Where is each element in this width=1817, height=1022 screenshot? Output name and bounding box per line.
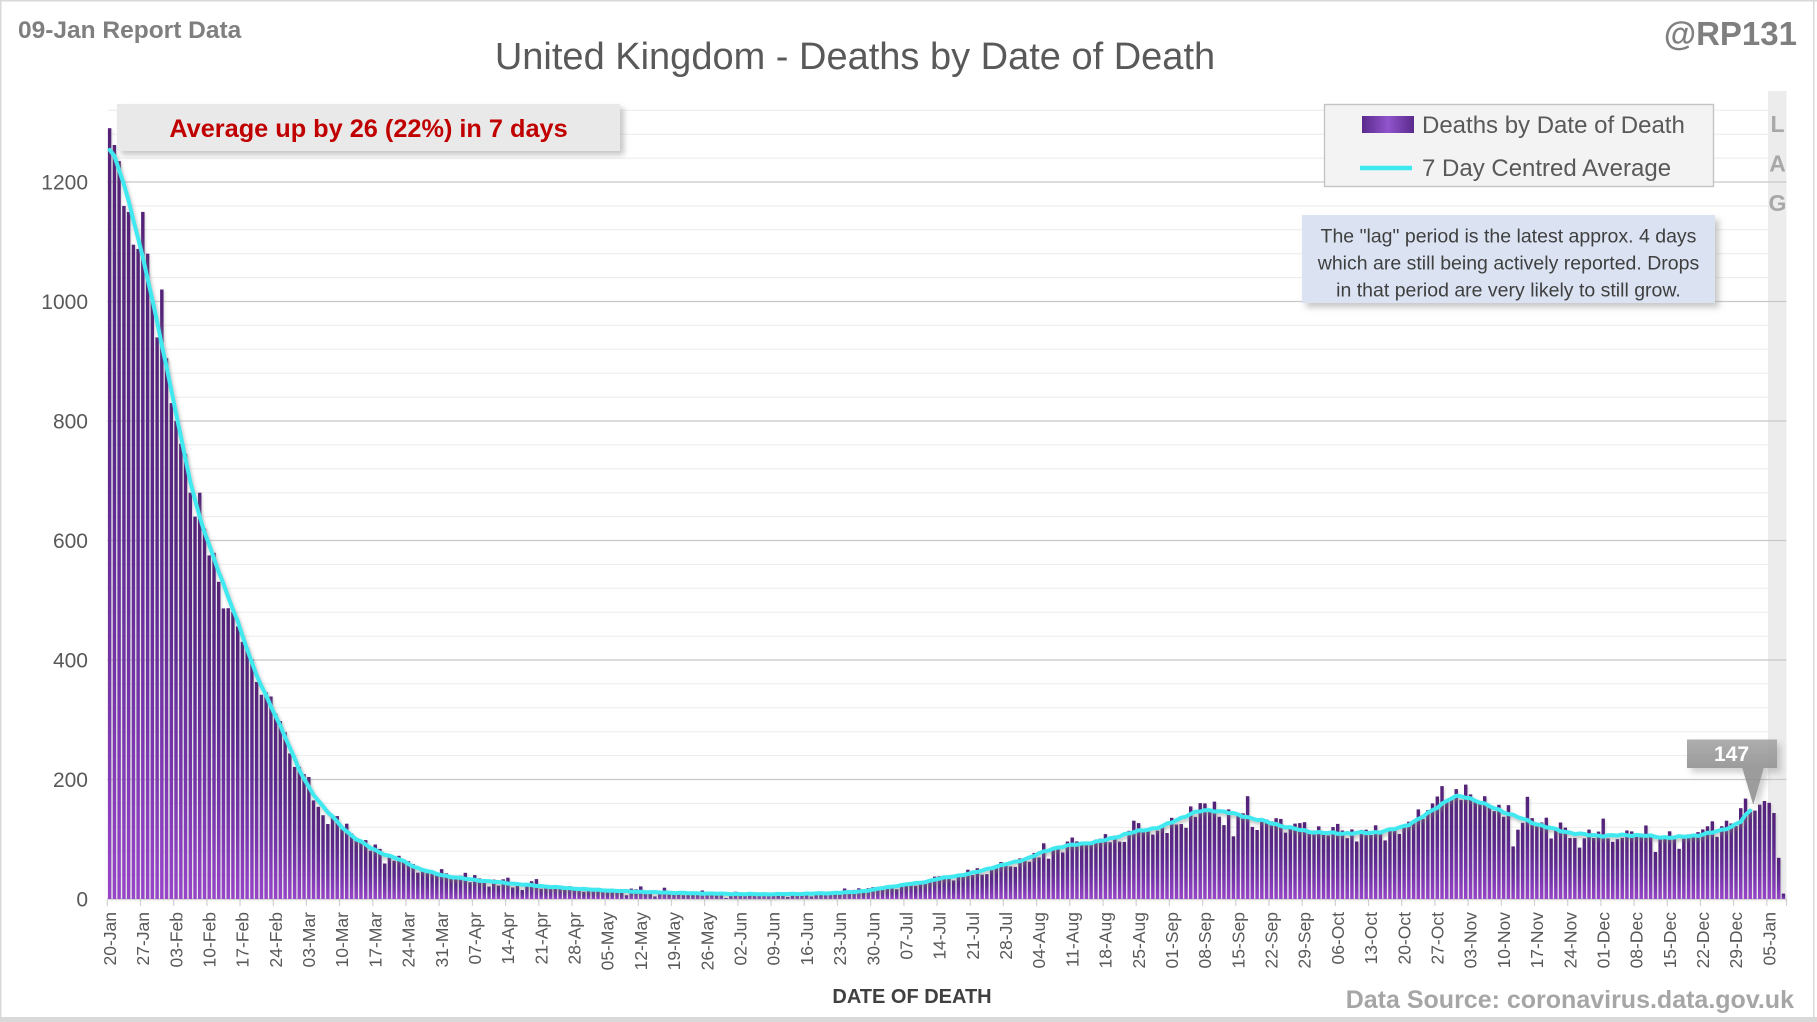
svg-text:22-Dec: 22-Dec [1693, 912, 1713, 969]
svg-text:05-May: 05-May [598, 912, 618, 971]
svg-text:1000: 1000 [41, 291, 88, 314]
svg-text:24-Nov: 24-Nov [1560, 912, 1580, 969]
svg-text:200: 200 [53, 769, 88, 792]
svg-text:15-Dec: 15-Dec [1660, 912, 1680, 969]
svg-text:09-Jan Report Data: 09-Jan Report Data [18, 17, 242, 44]
svg-text:@RP131: @RP131 [1664, 15, 1797, 52]
svg-text:13-Oct: 13-Oct [1361, 912, 1381, 965]
svg-text:24-Mar: 24-Mar [399, 912, 419, 968]
svg-text:01-Dec: 01-Dec [1593, 912, 1613, 969]
svg-text:17-Feb: 17-Feb [233, 912, 253, 967]
svg-text:7 Day Centred Average: 7 Day Centred Average [1422, 155, 1671, 182]
svg-text:25-Aug: 25-Aug [1129, 912, 1149, 968]
svg-text:07-Apr: 07-Apr [465, 912, 485, 965]
svg-text:23-Jun: 23-Jun [830, 912, 850, 966]
svg-text:United Kingdom - Deaths by Dat: United Kingdom - Deaths by Date of Death [495, 36, 1215, 78]
svg-text:15-Sep: 15-Sep [1228, 912, 1248, 968]
svg-text:09-Jun: 09-Jun [764, 912, 784, 966]
svg-text:29-Sep: 29-Sep [1295, 912, 1315, 968]
svg-text:in that period are very likely: in that period are very likely to still … [1336, 280, 1681, 302]
svg-text:31-Mar: 31-Mar [432, 912, 452, 968]
svg-text:The "lag" period is the latest: The "lag" period is the latest approx. 4… [1321, 226, 1697, 248]
svg-text:01-Sep: 01-Sep [1162, 912, 1182, 968]
svg-text:20-Oct: 20-Oct [1394, 912, 1414, 965]
svg-text:A: A [1769, 151, 1786, 177]
svg-text:0: 0 [76, 889, 88, 912]
svg-text:18-Aug: 18-Aug [1096, 912, 1116, 968]
svg-text:1200: 1200 [41, 172, 88, 195]
svg-text:11-Aug: 11-Aug [1062, 912, 1082, 967]
svg-text:08-Dec: 08-Dec [1627, 912, 1647, 969]
svg-text:14-Jul: 14-Jul [930, 912, 950, 960]
svg-text:10-Mar: 10-Mar [332, 912, 352, 968]
svg-text:DATE OF DEATH: DATE OF DEATH [832, 986, 991, 1008]
svg-text:22-Sep: 22-Sep [1262, 912, 1282, 968]
svg-text:05-Jan: 05-Jan [1759, 912, 1779, 966]
svg-text:27-Oct: 27-Oct [1428, 912, 1448, 965]
svg-text:L: L [1770, 111, 1784, 137]
svg-text:20-Jan: 20-Jan [100, 912, 120, 966]
svg-text:16-Jun: 16-Jun [797, 912, 817, 966]
svg-text:21-Jul: 21-Jul [963, 912, 983, 960]
svg-text:G: G [1769, 190, 1787, 216]
svg-text:08-Sep: 08-Sep [1195, 912, 1215, 968]
svg-text:02-Jun: 02-Jun [731, 912, 751, 966]
svg-text:03-Nov: 03-Nov [1461, 912, 1481, 969]
svg-text:29-Dec: 29-Dec [1726, 912, 1746, 969]
svg-text:19-May: 19-May [664, 912, 684, 971]
svg-text:10-Feb: 10-Feb [199, 912, 219, 967]
svg-text:04-Aug: 04-Aug [1029, 912, 1049, 968]
svg-text:27-Jan: 27-Jan [133, 912, 153, 966]
svg-text:17-Mar: 17-Mar [365, 912, 385, 968]
svg-text:28-Apr: 28-Apr [565, 912, 585, 965]
svg-text:600: 600 [53, 530, 88, 553]
svg-text:800: 800 [53, 411, 88, 434]
svg-text:21-Apr: 21-Apr [531, 912, 551, 965]
svg-text:12-May: 12-May [631, 912, 651, 971]
svg-text:400: 400 [53, 650, 88, 673]
svg-text:06-Oct: 06-Oct [1328, 912, 1348, 965]
svg-text:30-Jun: 30-Jun [863, 912, 883, 966]
svg-text:Deaths by Date of Death: Deaths by Date of Death [1422, 112, 1685, 139]
svg-text:which are still being actively: which are still being actively reported.… [1317, 253, 1700, 275]
svg-text:Average up by 26 (22%) in 7 da: Average up by 26 (22%) in 7 days [169, 115, 567, 143]
svg-text:26-May: 26-May [697, 912, 717, 971]
svg-text:Data Source: coronavirus.data.: Data Source: coronavirus.data.gov.uk [1346, 986, 1794, 1014]
svg-text:24-Feb: 24-Feb [266, 912, 286, 967]
svg-text:03-Feb: 03-Feb [166, 912, 186, 967]
svg-text:17-Nov: 17-Nov [1527, 912, 1547, 969]
svg-text:147: 147 [1714, 743, 1749, 766]
svg-text:28-Jul: 28-Jul [996, 912, 1016, 960]
svg-text:07-Jul: 07-Jul [896, 912, 916, 960]
svg-text:03-Mar: 03-Mar [299, 912, 319, 968]
svg-text:14-Apr: 14-Apr [498, 912, 518, 965]
svg-text:10-Nov: 10-Nov [1494, 912, 1514, 969]
